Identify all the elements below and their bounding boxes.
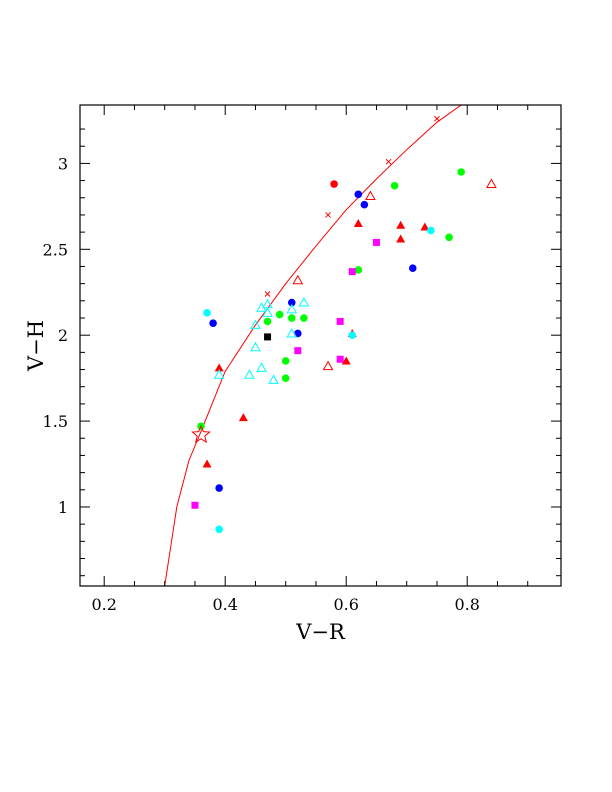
data-point-triangle	[341, 356, 351, 365]
data-point-triangle	[238, 413, 248, 422]
x-tick-label: 0.6	[333, 595, 358, 614]
model-curve-line	[164, 105, 462, 586]
data-point-circle	[287, 298, 296, 307]
axes: 0.2 0.4 0.6 0.8 1 1.5 2 2.5 3	[43, 105, 561, 614]
curve-cross-marker	[264, 291, 271, 297]
data-point-open-triangle	[286, 327, 298, 338]
data-point-square	[336, 355, 344, 363]
data-point-open-triangle	[286, 303, 298, 314]
curve-cross-marker	[434, 115, 440, 122]
data-points	[191, 168, 497, 534]
data-point-circle	[275, 310, 284, 319]
model-curve	[164, 105, 462, 586]
data-point-circle	[445, 233, 453, 242]
x-tick-label: 0.2	[91, 595, 116, 614]
data-point-circle	[203, 309, 211, 317]
y-tick-label: 2.5	[43, 240, 68, 259]
data-point-circle	[330, 180, 338, 188]
data-point-triangle	[420, 222, 430, 231]
plot-frame	[79, 104, 562, 587]
data-point-circle	[281, 357, 290, 365]
y-tick-label: 1	[58, 498, 68, 517]
data-point-square	[372, 238, 380, 246]
curve-cross-marker	[385, 158, 392, 165]
data-point-open-triangle	[322, 360, 334, 371]
data-point-circle	[427, 226, 435, 235]
data-point-circle	[300, 314, 308, 322]
y-tick-label: 3	[58, 154, 68, 173]
data-point-square	[348, 268, 356, 276]
data-point-circle	[287, 314, 296, 322]
data-point-circle	[390, 181, 399, 190]
data-point-circle	[348, 331, 357, 339]
data-point-circle	[263, 317, 272, 326]
data-point-square	[191, 501, 199, 509]
data-point-circle	[215, 484, 223, 492]
data-point-open-triangle	[250, 319, 261, 329]
data-point-circle	[294, 329, 302, 338]
data-point-triangle	[396, 234, 406, 243]
data-point-circle	[457, 168, 465, 176]
data-point-triangle	[214, 363, 224, 372]
data-point-circle	[281, 374, 290, 382]
data-point-circle	[354, 266, 363, 274]
data-point-triangle	[396, 220, 406, 229]
data-point-open-triangle	[262, 307, 273, 317]
data-point-open-triangle	[298, 297, 310, 307]
y-axis-title: V−H	[24, 320, 48, 372]
data-point-circle	[215, 525, 223, 534]
x-tick-label: 0.8	[454, 595, 479, 614]
data-point-circle	[354, 190, 363, 199]
data-point-open-triangle	[244, 369, 255, 379]
data-point-open-triangle	[292, 274, 304, 285]
data-point-open-triangle	[213, 369, 225, 379]
data-point-square	[294, 347, 302, 355]
x-tick-label: 0.4	[212, 595, 237, 614]
data-point-open-triangle	[268, 374, 279, 384]
data-point-square	[336, 317, 344, 325]
y-tick-label: 1.5	[43, 412, 68, 431]
data-point-open-triangle	[486, 178, 497, 189]
data-point-open-triangle	[250, 341, 261, 352]
y-tick-label: 2	[58, 326, 68, 345]
data-point-circle	[408, 264, 417, 272]
data-point-circle	[360, 200, 369, 209]
data-point-star	[191, 424, 211, 444]
data-point-open-triangle	[256, 362, 267, 372]
data-point-triangle	[353, 219, 363, 228]
data-point-open-triangle	[262, 298, 273, 309]
data-point-square	[264, 333, 272, 341]
x-axis-title: V−R	[295, 620, 346, 644]
curve-cross-marker	[325, 212, 331, 218]
data-point-open-triangle	[365, 190, 376, 201]
data-point-triangle	[202, 459, 212, 468]
data-point-circle	[209, 319, 217, 327]
